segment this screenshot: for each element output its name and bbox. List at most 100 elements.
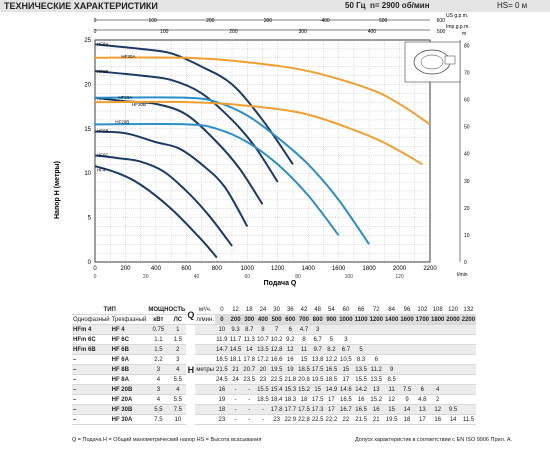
head-value (430, 374, 446, 385)
head-value: 19.5 (383, 414, 400, 425)
head-value (460, 404, 477, 415)
head-value: 21.8 (283, 374, 298, 385)
head-value: 11.3 (242, 334, 257, 345)
table-cell: – (72, 384, 111, 395)
right-tick-label: 60 (464, 98, 470, 104)
curve-label-hf8a: HF8A (97, 42, 109, 47)
q-m3h-value: 24 (256, 305, 270, 315)
head-value: 6 (283, 324, 298, 335)
head-value: 16.5 (324, 364, 339, 375)
x-tick-label: 1400 (302, 266, 316, 272)
head-value (460, 354, 477, 365)
q-m3h-value: 66 (353, 305, 369, 315)
frequency-label: 50 Гц (345, 1, 366, 10)
head-value: 12 (430, 404, 446, 415)
x-tick-label: 1000 (241, 266, 255, 272)
head-value: 4.7 (297, 324, 311, 335)
q-m3h-value: 12 (228, 305, 243, 315)
head-value: 18.1 (228, 354, 243, 365)
head-value: 14.6 (338, 384, 354, 395)
y-tick-label: 10 (84, 171, 91, 177)
top-tick-imp: 200 (229, 29, 238, 35)
q-m3h-value: 42 (297, 305, 311, 315)
q-unit-m3h: м³/ч. (195, 305, 216, 315)
x-tick-label: 1800 (362, 266, 376, 272)
head-value: 17.8 (269, 404, 284, 415)
head-value: - (242, 384, 257, 395)
head-value: 8.7 (242, 324, 257, 335)
top-tick-imp: 100 (160, 29, 169, 35)
head-value (414, 334, 431, 345)
table-cell: 7.5 (169, 404, 187, 415)
head-value: 12.8 (269, 344, 284, 355)
q-lmin-value: 1600 (399, 314, 415, 325)
table-cell: HF 30B (110, 404, 148, 415)
head-value: - (242, 404, 257, 415)
right-unit-label: m (462, 31, 466, 37)
head-value: 21.5 (353, 414, 369, 425)
x-tick-label: 1600 (332, 266, 346, 272)
x-unit-label: l/min (457, 272, 468, 278)
head-value: 9 (383, 364, 400, 375)
head-value: 22 (338, 414, 354, 425)
head-value: 17 (338, 374, 354, 385)
head-value (430, 324, 446, 335)
head-value: - (256, 414, 270, 425)
head-value: 20.8 (297, 374, 311, 385)
head-value: 17.3 (310, 404, 325, 415)
h-unit-cell (195, 384, 216, 395)
head-value (353, 334, 369, 345)
q-lmin-value: 500 (269, 314, 284, 325)
right-tick-label: 10 (464, 233, 470, 239)
curve-hf30b (94, 100, 423, 166)
top-tick-us: 200 (206, 18, 215, 24)
curve-label-hf30b: HF30B (132, 102, 146, 107)
table-cell: 1.5 (169, 334, 187, 345)
head-value: 12.2 (324, 354, 339, 365)
table-cell: HFm 6C (72, 334, 111, 345)
table-cell: HF 8A (110, 374, 148, 385)
head-value (460, 364, 477, 375)
head-value: 8.5 (383, 374, 400, 385)
head-value: 3 (310, 324, 325, 335)
head-value: 21 (368, 414, 384, 425)
head-value: 14.9 (324, 384, 339, 395)
head-value: 16.5 (353, 404, 369, 415)
table-row: – HF 30B 5.5 7.5 18- - -17.8 17.7 17.5 17.3 17 16.7… (72, 404, 477, 415)
head-value (414, 364, 431, 375)
table-cell: HFm 4 (72, 324, 111, 335)
head-value: 18.5 (256, 394, 270, 405)
table-row: – HF 6A 2.2 3 18.5 18.1 17.8 17.2 16.6 16 15 13.8 12… (72, 354, 477, 365)
curve-hf6b (94, 130, 249, 227)
h-unit-cell (195, 354, 216, 365)
h-side-cell (186, 374, 196, 385)
head-value: 8.2 (324, 344, 339, 355)
head-value: 14 (242, 344, 257, 355)
table-cell: 5.5 (147, 404, 170, 415)
head-value (324, 324, 339, 335)
y-tick-label: 20 (84, 82, 91, 88)
performance-table: ТИП МОЩНОСТЬ Q м³/ч. 0 12 18 24 30 36 42 48 54 60… (72, 305, 477, 425)
head-value (430, 344, 446, 355)
q-lmin-value: 400 (256, 314, 270, 325)
head-value: 16 (215, 384, 229, 395)
h-unit-cell (195, 374, 216, 385)
head-value: 6.7 (310, 334, 325, 345)
table-cell: 1.1 (147, 334, 170, 345)
x-tick-label: 600 (181, 266, 192, 272)
head-value: 15.2 (297, 384, 311, 395)
head-value: 18 (215, 404, 229, 415)
right-tick-label: 80 (464, 43, 470, 49)
q-m3h-value: 96 (399, 305, 415, 315)
head-value: - (228, 414, 243, 425)
head-value (368, 324, 384, 335)
h-unit-cell (195, 324, 216, 335)
head-value: 3 (338, 334, 354, 345)
head-value (445, 394, 461, 405)
table-row: HFm 6B HF 6B 1.5 2 14.7 14.5 14 13.5 12.8 12 11 9.7… (72, 344, 477, 355)
head-value (430, 354, 446, 365)
head-value (430, 334, 446, 345)
head-value: 22.2 (324, 414, 339, 425)
head-value: 10.7 (256, 334, 270, 345)
